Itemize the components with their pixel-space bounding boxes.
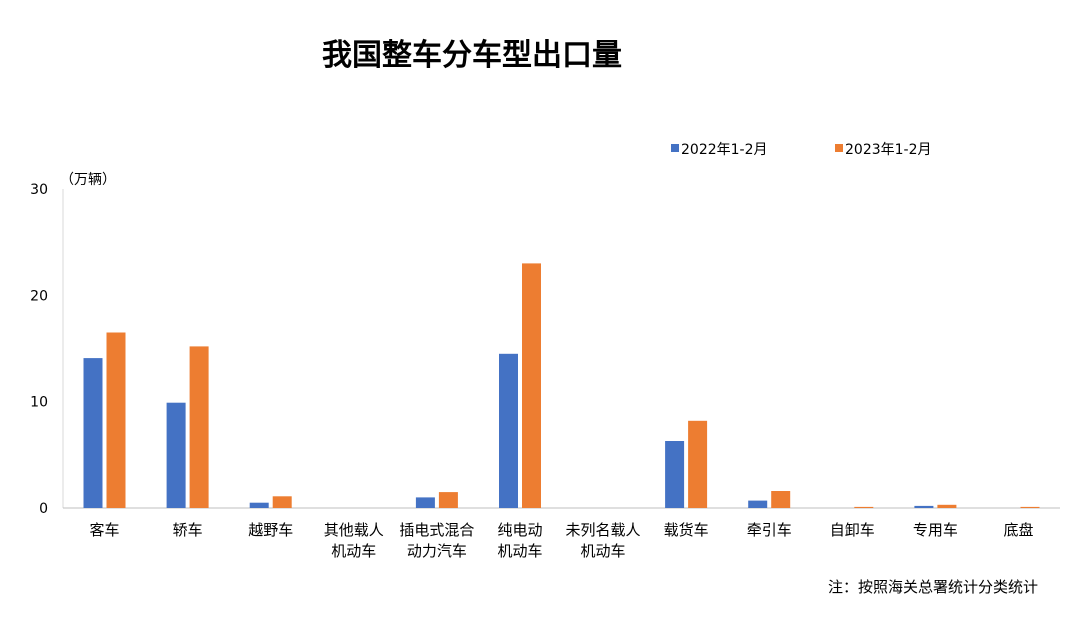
x-tick-label: 牵引车 bbox=[747, 521, 792, 539]
bar-series2-cat3 bbox=[272, 496, 292, 508]
x-tick-label: 纯电动 bbox=[497, 521, 542, 539]
legend-label-2023: 2023年1-2月 bbox=[845, 142, 932, 158]
x-tick-label: 客车 bbox=[89, 521, 119, 539]
x-tick-label: 底盘 bbox=[1003, 521, 1033, 539]
y-tick-label: 10 bbox=[30, 395, 48, 411]
x-tick-label: 机动车 bbox=[580, 542, 625, 560]
bar-series2-cat2 bbox=[189, 346, 209, 508]
bar-series2-cat11 bbox=[937, 504, 957, 508]
bar-series1-cat6 bbox=[499, 353, 518, 508]
x-tick-label: 其他载人 bbox=[324, 521, 384, 539]
x-tick-label: 专用车 bbox=[913, 521, 958, 539]
bar-series2-cat1 bbox=[106, 332, 126, 508]
x-tick-label: 机动车 bbox=[331, 542, 376, 560]
bar-series1-cat11 bbox=[914, 505, 934, 508]
y-tick-label: 20 bbox=[30, 288, 48, 304]
x-tick-label: 未列名载人 bbox=[565, 521, 640, 539]
legend-label-2022: 2022年1-2月 bbox=[681, 142, 768, 158]
x-tick-label: 载货车 bbox=[664, 521, 709, 539]
bars bbox=[83, 263, 1040, 508]
x-tick-label: 动力汽车 bbox=[407, 542, 467, 560]
x-tick-label: 插电式混合 bbox=[399, 521, 474, 539]
y-tick-label: 0 bbox=[39, 501, 48, 517]
x-tick-label: 轿车 bbox=[173, 521, 203, 539]
x-tick-label: 越野车 bbox=[248, 521, 293, 539]
y-tick-label: 30 bbox=[30, 182, 48, 198]
legend: 2022年1-2月 2023年1-2月 bbox=[671, 142, 932, 158]
x-tick-label: 自卸车 bbox=[830, 521, 875, 539]
x-tick-label: 机动车 bbox=[497, 542, 542, 560]
y-axis-ticks: 0 10 20 30 bbox=[30, 182, 48, 517]
bar-series2-cat10 bbox=[854, 506, 874, 508]
bar-series1-cat8 bbox=[665, 441, 685, 508]
legend-swatch-2022 bbox=[671, 144, 679, 152]
legend-swatch-2023 bbox=[835, 144, 843, 152]
bar-series1-cat9 bbox=[748, 500, 768, 508]
bar-series1-cat3 bbox=[249, 502, 269, 508]
bar-series1-cat2 bbox=[166, 402, 186, 508]
bar-series1-cat5 bbox=[415, 497, 435, 508]
bar-series1-cat1 bbox=[83, 358, 103, 508]
bar-series2-cat8 bbox=[688, 420, 708, 508]
bar-series2-cat9 bbox=[771, 491, 791, 508]
unit-label: （万辆） bbox=[60, 172, 116, 188]
bar-series2-cat6 bbox=[522, 263, 541, 508]
chart-title: 我国整车分车型出口量 bbox=[322, 38, 622, 73]
source-note: 注：按照海关总署统计分类统计 bbox=[828, 578, 1038, 596]
bar-series2-cat12 bbox=[1020, 506, 1040, 508]
bar-series2-cat5 bbox=[438, 492, 458, 508]
